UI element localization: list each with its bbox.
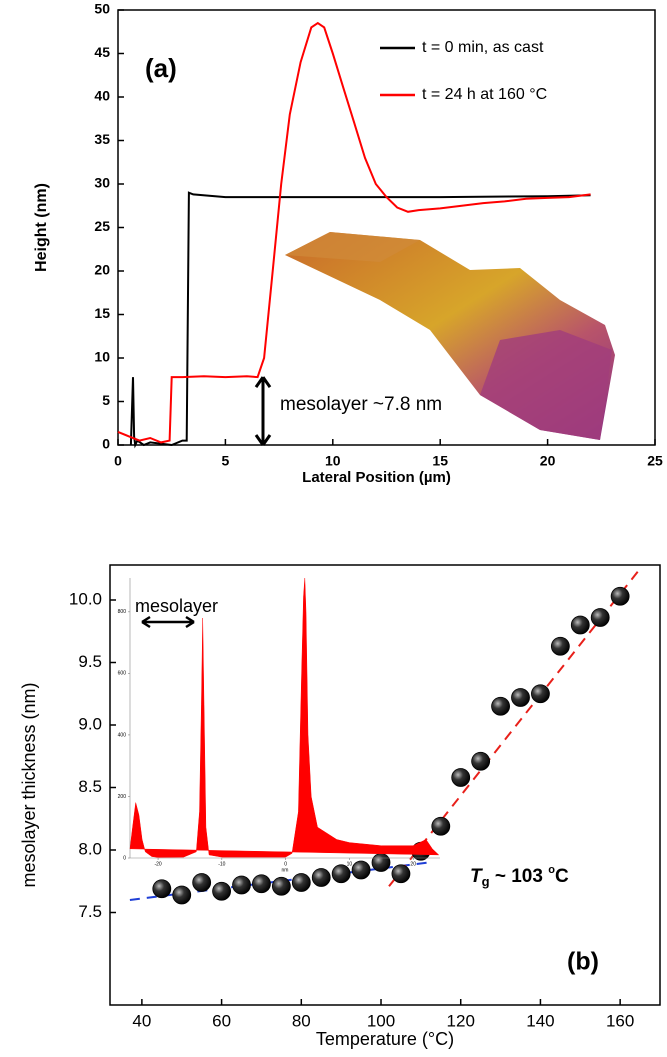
legend-label: t = 24 h at 160 °C — [422, 86, 547, 103]
tg-annotation-part: ~ 103 — [490, 866, 549, 887]
x-tick-label: 60 — [212, 1011, 231, 1030]
x-tick-label: 20 — [410, 861, 416, 867]
x-axis-label: nm — [282, 867, 289, 873]
data-point — [491, 696, 510, 716]
data-point — [232, 875, 251, 895]
x-tick-label: 80 — [292, 1011, 311, 1030]
x-axis-label: Temperature (°C) — [316, 1029, 454, 1049]
y-tick-label: 0 — [102, 436, 110, 452]
y-tick-label: 30 — [94, 175, 110, 191]
x-tick-label: 100 — [367, 1011, 395, 1030]
panel-label: (a) — [145, 53, 177, 83]
y-tick-label: 8.0 — [78, 839, 102, 858]
histogram-area — [129, 577, 440, 858]
tg-annotation-part: g — [482, 874, 490, 889]
data-point — [610, 586, 630, 606]
y-tick-label: 9.5 — [78, 652, 102, 671]
data-point — [271, 876, 291, 896]
y-tick-label: 9.0 — [78, 714, 102, 733]
data-point — [311, 868, 331, 887]
plot-frame — [109, 564, 661, 1006]
data-point — [451, 768, 471, 787]
y-tick-label: 40 — [94, 88, 110, 104]
data-point — [391, 864, 411, 884]
tg-annotation: Tg ~ 103 oC — [470, 864, 569, 890]
x-tick-label: 0 — [284, 861, 287, 867]
y-tick-label: 8.5 — [78, 777, 102, 796]
tg-annotation-part: C — [555, 866, 569, 887]
data-line — [117, 21, 591, 444]
y-tick-label: 800 — [118, 609, 127, 615]
x-tick-label: 20 — [540, 453, 556, 469]
y-tick-label: 200 — [118, 794, 127, 800]
y-tick-label: 20 — [94, 262, 110, 278]
x-tick-label: 160 — [606, 1011, 634, 1030]
data-line — [129, 191, 591, 449]
y-tick-label: 0 — [123, 855, 126, 861]
x-tick-label: 10 — [347, 861, 353, 867]
y-tick-label: 10.0 — [69, 589, 102, 608]
tg-annotation-part: o — [548, 864, 555, 876]
x-tick-label: 5 — [222, 453, 230, 469]
data-point — [212, 881, 231, 901]
mesolayer-arrow — [254, 376, 272, 446]
x-tick-label: 0 — [114, 453, 122, 469]
annotation: mesolayer ~7.8 nm — [280, 394, 442, 415]
legend-label: t = 0 min, as cast — [422, 39, 544, 56]
y-tick-label: 10 — [94, 349, 110, 365]
y-tick-label: 45 — [94, 44, 110, 60]
y-tick-label: 400 — [118, 732, 127, 738]
panel-label: (b) — [567, 948, 599, 976]
tg-annotation-part: T — [470, 866, 483, 887]
data-point — [331, 864, 351, 884]
y-tick-label: 7.5 — [78, 902, 102, 921]
x-tick-label: 40 — [132, 1011, 151, 1030]
data-point — [291, 873, 311, 892]
x-tick-label: 140 — [526, 1011, 554, 1030]
data-point — [371, 853, 391, 872]
y-axis-label: Height (nm) — [33, 183, 50, 272]
data-point — [431, 816, 451, 836]
data-point — [152, 879, 172, 899]
y-tick-label: 5 — [102, 392, 110, 408]
data-point — [511, 688, 530, 707]
data-point — [471, 751, 491, 771]
y-tick-label: 35 — [94, 131, 110, 147]
plot-frame — [117, 9, 656, 446]
data-point — [172, 885, 192, 905]
x-tick-label: -20 — [154, 861, 161, 867]
inset-label: mesolayer — [135, 596, 218, 616]
data-point — [550, 636, 570, 656]
data-point — [590, 608, 610, 627]
data-point — [351, 860, 371, 880]
x-tick-label: -10 — [218, 861, 225, 867]
data-point — [531, 684, 550, 704]
x-tick-label: 15 — [432, 453, 448, 469]
data-point — [570, 615, 590, 635]
y-axis-label: mesolayer thickness (nm) — [19, 682, 39, 887]
x-axis-label: Lateral Position (µm) — [302, 469, 451, 486]
x-tick-label: 10 — [325, 453, 341, 469]
y-tick-label: 600 — [118, 671, 127, 677]
inset-frame — [128, 575, 444, 865]
data-point — [252, 874, 271, 894]
data-point — [192, 873, 212, 892]
y-tick-label: 15 — [94, 305, 110, 321]
y-tick-label: 25 — [94, 218, 110, 234]
double-arrow — [141, 615, 195, 629]
x-tick-label: 120 — [447, 1011, 475, 1030]
x-tick-label: 25 — [647, 453, 663, 469]
y-tick-label: 50 — [94, 1, 110, 17]
afm-surface-image — [285, 232, 615, 440]
